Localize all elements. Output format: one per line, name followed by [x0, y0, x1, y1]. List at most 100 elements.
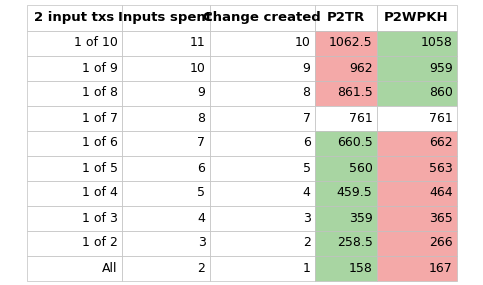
Bar — [27, 5, 122, 30]
Bar — [122, 205, 210, 231]
Bar — [210, 255, 314, 280]
Bar — [27, 131, 122, 156]
Bar — [210, 105, 314, 131]
Text: 4: 4 — [198, 211, 205, 225]
Bar — [314, 5, 377, 30]
Text: 2 input txs: 2 input txs — [34, 11, 114, 24]
Bar — [210, 5, 314, 30]
Text: Inputs spent: Inputs spent — [118, 11, 213, 24]
Text: 1 of 7: 1 of 7 — [82, 111, 117, 125]
Text: 1 of 5: 1 of 5 — [82, 162, 117, 174]
Text: 1 of 2: 1 of 2 — [82, 237, 117, 249]
Bar — [377, 156, 456, 180]
Bar — [377, 255, 456, 280]
Bar — [377, 205, 456, 231]
Text: 660.5: 660.5 — [337, 137, 372, 150]
Bar — [314, 205, 377, 231]
Bar — [122, 156, 210, 180]
Text: Change created: Change created — [203, 11, 321, 24]
Bar — [377, 131, 456, 156]
Text: 6: 6 — [198, 162, 205, 174]
Text: 1 of 3: 1 of 3 — [82, 211, 117, 225]
Text: 662: 662 — [429, 137, 453, 150]
Text: 258.5: 258.5 — [337, 237, 372, 249]
Text: 962: 962 — [349, 62, 372, 74]
Text: 761: 761 — [429, 111, 453, 125]
Bar — [27, 30, 122, 56]
Text: 459.5: 459.5 — [337, 186, 372, 200]
Bar — [377, 30, 456, 56]
Text: 1 of 4: 1 of 4 — [82, 186, 117, 200]
Text: 1 of 10: 1 of 10 — [73, 36, 117, 50]
Bar — [210, 56, 314, 80]
Bar — [122, 80, 210, 105]
Bar — [314, 231, 377, 255]
Bar — [27, 56, 122, 80]
Text: 8: 8 — [302, 87, 311, 99]
Bar — [377, 105, 456, 131]
Bar — [314, 105, 377, 131]
Text: P2TR: P2TR — [327, 11, 365, 24]
Bar — [314, 180, 377, 205]
Bar — [314, 30, 377, 56]
Bar — [27, 156, 122, 180]
Bar — [377, 80, 456, 105]
Text: 1058: 1058 — [421, 36, 453, 50]
Text: 7: 7 — [198, 137, 205, 150]
Text: All: All — [102, 262, 117, 274]
Bar — [27, 231, 122, 255]
Bar — [210, 131, 314, 156]
Bar — [210, 231, 314, 255]
Text: 11: 11 — [190, 36, 205, 50]
Bar — [27, 205, 122, 231]
Text: 1 of 6: 1 of 6 — [82, 137, 117, 150]
Text: 3: 3 — [198, 237, 205, 249]
Text: P2WPKH: P2WPKH — [384, 11, 449, 24]
Text: 359: 359 — [349, 211, 372, 225]
Bar — [122, 131, 210, 156]
Bar — [377, 180, 456, 205]
Bar — [314, 255, 377, 280]
Text: 9: 9 — [303, 62, 311, 74]
Text: 6: 6 — [303, 137, 311, 150]
Text: 4: 4 — [303, 186, 311, 200]
Bar — [377, 56, 456, 80]
Bar — [210, 80, 314, 105]
Bar — [122, 231, 210, 255]
Text: 560: 560 — [349, 162, 372, 174]
Text: 860: 860 — [428, 87, 453, 99]
Bar — [314, 80, 377, 105]
Text: 5: 5 — [198, 186, 205, 200]
Bar — [210, 180, 314, 205]
Bar — [122, 105, 210, 131]
Bar — [314, 56, 377, 80]
Bar — [122, 30, 210, 56]
Bar — [27, 255, 122, 280]
Text: 167: 167 — [429, 262, 453, 274]
Bar — [314, 156, 377, 180]
Text: 8: 8 — [198, 111, 205, 125]
Bar — [27, 180, 122, 205]
Text: 761: 761 — [349, 111, 372, 125]
Text: 1: 1 — [303, 262, 311, 274]
Bar — [122, 180, 210, 205]
Text: 266: 266 — [429, 237, 453, 249]
Text: 365: 365 — [429, 211, 453, 225]
Text: 158: 158 — [349, 262, 372, 274]
Bar — [27, 105, 122, 131]
Text: 3: 3 — [303, 211, 311, 225]
Bar — [377, 5, 456, 30]
Text: 2: 2 — [303, 237, 311, 249]
Bar — [377, 231, 456, 255]
Text: 10: 10 — [190, 62, 205, 74]
Text: 861.5: 861.5 — [337, 87, 372, 99]
Text: 2: 2 — [198, 262, 205, 274]
Text: 1 of 9: 1 of 9 — [82, 62, 117, 74]
Text: 5: 5 — [302, 162, 311, 174]
Text: 959: 959 — [429, 62, 453, 74]
Text: 464: 464 — [429, 186, 453, 200]
Text: 563: 563 — [429, 162, 453, 174]
Bar — [122, 5, 210, 30]
Text: 9: 9 — [198, 87, 205, 99]
Text: 10: 10 — [295, 36, 311, 50]
